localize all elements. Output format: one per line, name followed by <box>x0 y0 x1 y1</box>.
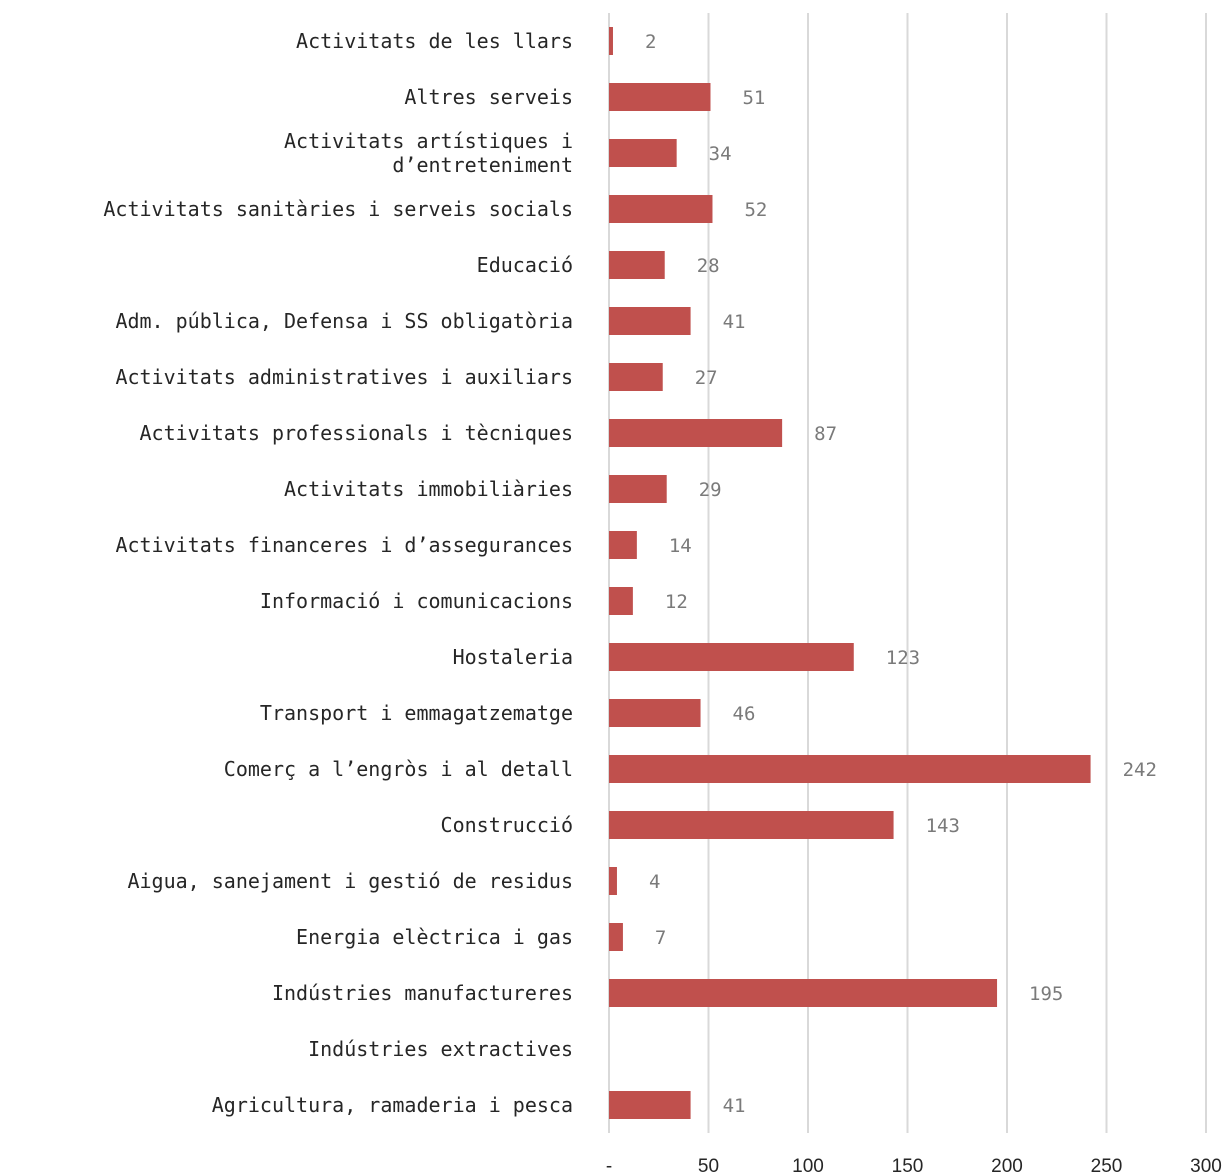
category-label: Altres serveis <box>404 85 573 109</box>
category-label: Activitats de les llars <box>296 29 573 53</box>
bar <box>609 139 677 167</box>
category-label: Transport i emmagatzematge <box>260 701 573 725</box>
category-label: Aigua, sanejament i gestió de residus <box>127 869 573 893</box>
data-label: 7 <box>655 927 666 949</box>
category-label: Activitats financeres i d’assegurances <box>115 533 573 557</box>
category-label: Comerç a l’engròs i al detall <box>224 757 573 781</box>
x-tick-label: 150 <box>892 1156 924 1176</box>
bar <box>609 587 633 615</box>
data-label: 52 <box>744 199 767 221</box>
data-label: 34 <box>709 143 732 165</box>
data-label: 28 <box>697 255 720 277</box>
bar <box>609 475 667 503</box>
bar <box>609 307 691 335</box>
data-label: 41 <box>723 1095 746 1117</box>
x-axis-ticks: - 50 100 150 200 250 300 <box>606 1156 1222 1176</box>
bar <box>609 979 998 1007</box>
bar <box>609 195 713 223</box>
bar <box>609 419 783 447</box>
bar <box>609 867 617 895</box>
gridlines <box>608 13 1207 1133</box>
x-tick-label: - <box>606 1156 612 1176</box>
data-label: 29 <box>699 479 722 501</box>
category-label: Hostaleria <box>453 645 573 669</box>
category-label: Energia elèctrica i gas <box>296 925 573 949</box>
category-label: Activitats professionals i tècniques <box>140 421 573 445</box>
category-label: Informació i comunicacions <box>260 589 573 613</box>
data-label: 123 <box>886 647 920 669</box>
x-tick-label: 300 <box>1190 1156 1222 1176</box>
data-label: 4 <box>649 871 660 893</box>
category-label: Indústries manufactureres <box>272 981 573 1005</box>
bar <box>609 699 701 727</box>
bars <box>609 27 1091 1119</box>
x-tick-label: 250 <box>1091 1156 1123 1176</box>
bar <box>609 755 1091 783</box>
bar <box>609 27 613 55</box>
category-label: Activitats sanitàries i serveis socials <box>103 197 573 221</box>
data-label: 87 <box>814 423 837 445</box>
bar <box>609 643 854 671</box>
category-label: Indústries extractives <box>308 1037 573 1061</box>
category-label: Activitats immobiliàries <box>284 477 573 501</box>
x-tick-label: 100 <box>792 1156 824 1176</box>
data-label: 242 <box>1123 759 1157 781</box>
bar <box>609 83 711 111</box>
category-label: Adm. pública, Defensa i SS obligatòria <box>115 309 573 333</box>
category-label: Activitats administratives i auxiliars <box>115 365 573 389</box>
data-label: 2 <box>645 31 656 53</box>
labels: Activitats de les llars 2 Altres serveis 51… <box>103 29 1157 1117</box>
data-label: 14 <box>669 535 692 557</box>
category-label: Construcció <box>441 813 573 837</box>
category-label: Activitats artístiques i <box>284 129 573 153</box>
bar <box>609 363 663 391</box>
category-label: Agricultura, ramaderia i pesca <box>212 1093 573 1117</box>
bar <box>609 923 623 951</box>
data-label: 27 <box>695 367 718 389</box>
x-tick-label: 200 <box>991 1156 1023 1176</box>
bar <box>609 531 637 559</box>
category-label: Educació <box>477 253 573 277</box>
data-label: 46 <box>733 703 756 725</box>
data-label: 195 <box>1029 983 1063 1005</box>
bar <box>609 251 665 279</box>
bar <box>609 811 894 839</box>
category-label: d’entreteniment <box>392 153 573 177</box>
bar <box>609 1091 691 1119</box>
data-label: 12 <box>665 591 688 613</box>
data-label: 41 <box>723 311 746 333</box>
data-label: 51 <box>742 87 765 109</box>
data-label: 143 <box>926 815 960 837</box>
x-tick-label: 50 <box>698 1156 719 1176</box>
